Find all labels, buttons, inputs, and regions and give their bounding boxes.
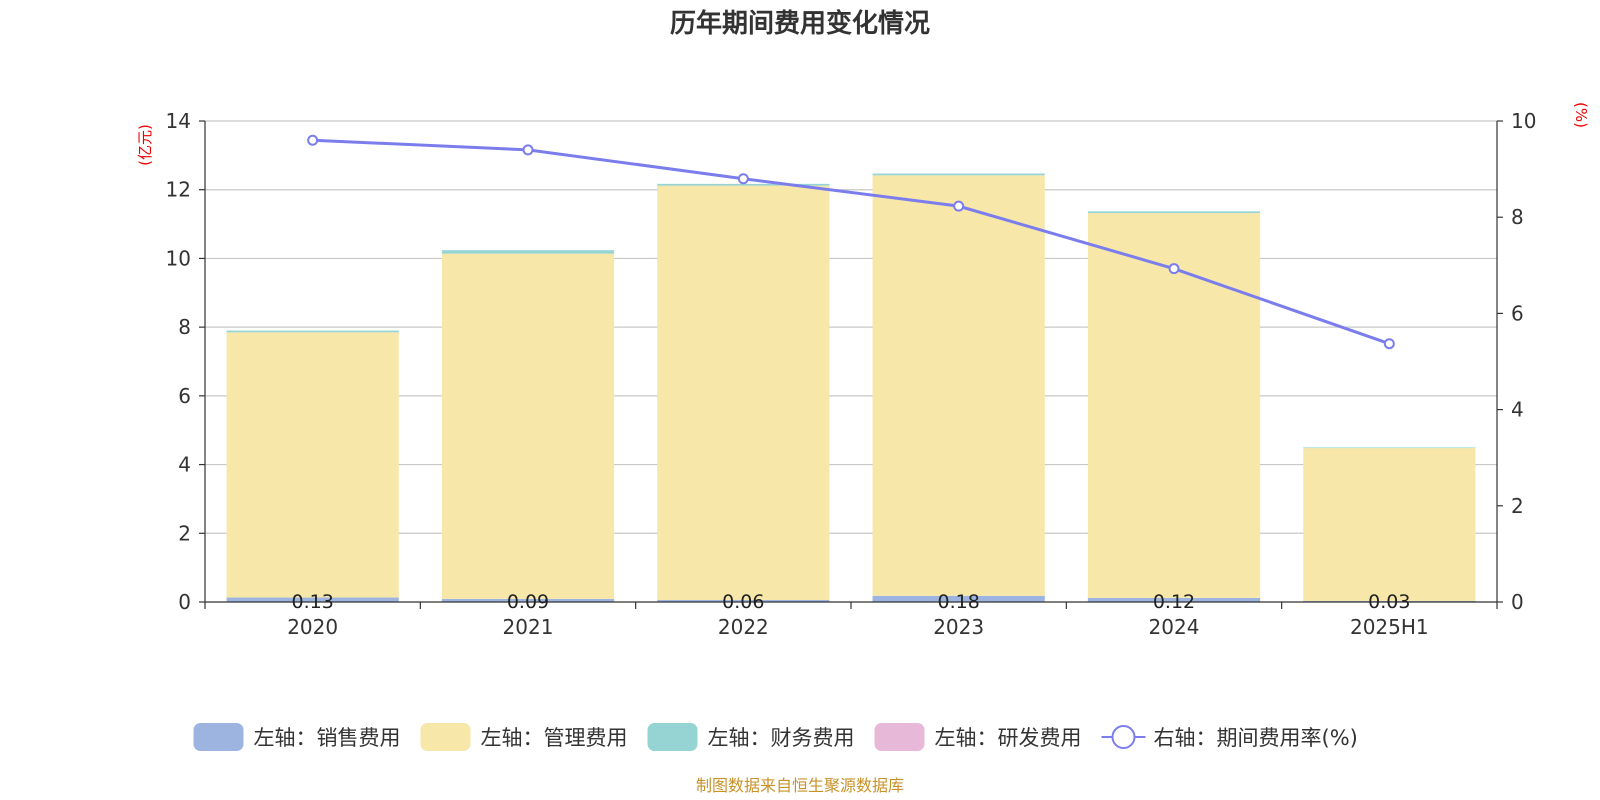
legend-label: 左轴：销售费用 bbox=[254, 726, 401, 750]
bar-data-label: 0.06 bbox=[722, 591, 764, 613]
bar-data-label: 0.12 bbox=[1153, 591, 1195, 613]
legend-color-swatch bbox=[647, 723, 698, 751]
legend-item: 左轴：销售费用 bbox=[193, 723, 401, 751]
line-point bbox=[737, 173, 749, 185]
bar-segment bbox=[657, 599, 830, 602]
bar-segment bbox=[1087, 211, 1261, 214]
legend-label: 左轴：管理费用 bbox=[481, 726, 628, 750]
line-series bbox=[307, 134, 1395, 350]
bar-segment bbox=[872, 175, 1045, 596]
x-axis-tick-label: 2021 bbox=[503, 615, 554, 639]
legend-label: 左轴：研发费用 bbox=[935, 726, 1082, 750]
legend: 左轴：销售费用 左轴：管理费用 左轴：财务费用 左轴：研发费用 右轴：期间费用率(%) bbox=[193, 723, 1358, 751]
bar-segment bbox=[872, 173, 1045, 176]
bar-segment bbox=[1303, 447, 1476, 449]
left-axis-tick-label: 2 bbox=[178, 521, 191, 545]
legend-label: 右轴：期间费用率(%) bbox=[1154, 726, 1358, 750]
line-point bbox=[307, 134, 319, 146]
left-axis-tick-label: 12 bbox=[166, 178, 191, 202]
chart-title: 历年期间费用变化情况 bbox=[670, 8, 930, 39]
left-axis-tick-label: 14 bbox=[166, 109, 191, 133]
right-axis-tick-label: 8 bbox=[1511, 205, 1524, 229]
left-axis-tick-label: 4 bbox=[178, 453, 191, 477]
x-axis-tick-label: 2024 bbox=[1149, 615, 1200, 639]
bar-segment bbox=[872, 595, 1045, 602]
bar-segment bbox=[1087, 213, 1261, 598]
bar-data-label: 0.09 bbox=[507, 591, 549, 613]
x-axis-tick-label: 2025H1 bbox=[1350, 615, 1429, 639]
x-axis-tick-label: 2022 bbox=[718, 615, 769, 639]
data-source-note: 制图数据来自恒生聚源数据库 bbox=[696, 776, 904, 795]
grid-lines bbox=[205, 120, 1497, 534]
legend-label: 左轴：财务费用 bbox=[708, 726, 855, 750]
bar-segment bbox=[657, 183, 830, 186]
legend-item: 左轴：财务费用 bbox=[647, 723, 855, 751]
left-axis-unit: (亿元) bbox=[136, 124, 154, 166]
bar-segment bbox=[441, 598, 615, 602]
x-axis-tick-label: 2023 bbox=[933, 615, 984, 639]
bar-segment bbox=[226, 597, 399, 602]
bar-segment bbox=[226, 330, 399, 333]
bar-segment bbox=[441, 250, 615, 254]
bar-data-label: 0.13 bbox=[292, 591, 334, 613]
legend-item: 左轴：研发费用 bbox=[874, 723, 1082, 751]
bar-segment bbox=[1087, 597, 1261, 602]
line-point bbox=[1168, 263, 1180, 275]
right-axis-tick-label: 10 bbox=[1511, 109, 1536, 133]
legend-item: 右轴：期间费用率(%) bbox=[1101, 725, 1358, 750]
bar-segment bbox=[226, 332, 399, 598]
legend-color-swatch bbox=[420, 723, 471, 751]
right-axis-tick-label: 4 bbox=[1511, 398, 1524, 422]
bar-data-label: 0.18 bbox=[938, 591, 980, 613]
right-axis-unit: (%) bbox=[1572, 102, 1590, 128]
right-axis-tick-label: 0 bbox=[1511, 590, 1524, 614]
axes: 0 2 4 6 8 10 12 14 0 2 4 6 8 10 2020 2021 2022 2023 2024 20… bbox=[166, 109, 1537, 639]
right-axis-tick-label: 6 bbox=[1511, 301, 1524, 325]
bar-segment bbox=[657, 185, 830, 600]
bar-data-label: 0.03 bbox=[1368, 591, 1410, 613]
right-axis-tick-label: 2 bbox=[1511, 494, 1524, 518]
line-point bbox=[522, 144, 534, 156]
legend-color-swatch bbox=[193, 723, 244, 751]
legend-item: 左轴：管理费用 bbox=[420, 723, 628, 751]
left-axis-tick-label: 8 bbox=[178, 315, 191, 339]
left-axis-tick-label: 0 bbox=[178, 590, 191, 614]
bar-segment bbox=[441, 253, 615, 599]
line-point bbox=[953, 200, 965, 212]
line-point bbox=[1383, 338, 1395, 350]
x-axis-tick-label: 2020 bbox=[287, 615, 338, 639]
bar-segment bbox=[1303, 448, 1476, 601]
left-axis-tick-label: 10 bbox=[166, 246, 191, 270]
legend-color-swatch bbox=[874, 723, 925, 751]
bar-series bbox=[226, 173, 1476, 602]
legend-marker-swatch bbox=[1111, 725, 1136, 749]
left-axis-tick-label: 6 bbox=[178, 384, 191, 408]
data-labels: 0.13 0.09 0.06 0.18 0.12 0.03 bbox=[292, 591, 1411, 613]
series-line bbox=[312, 138, 1390, 346]
